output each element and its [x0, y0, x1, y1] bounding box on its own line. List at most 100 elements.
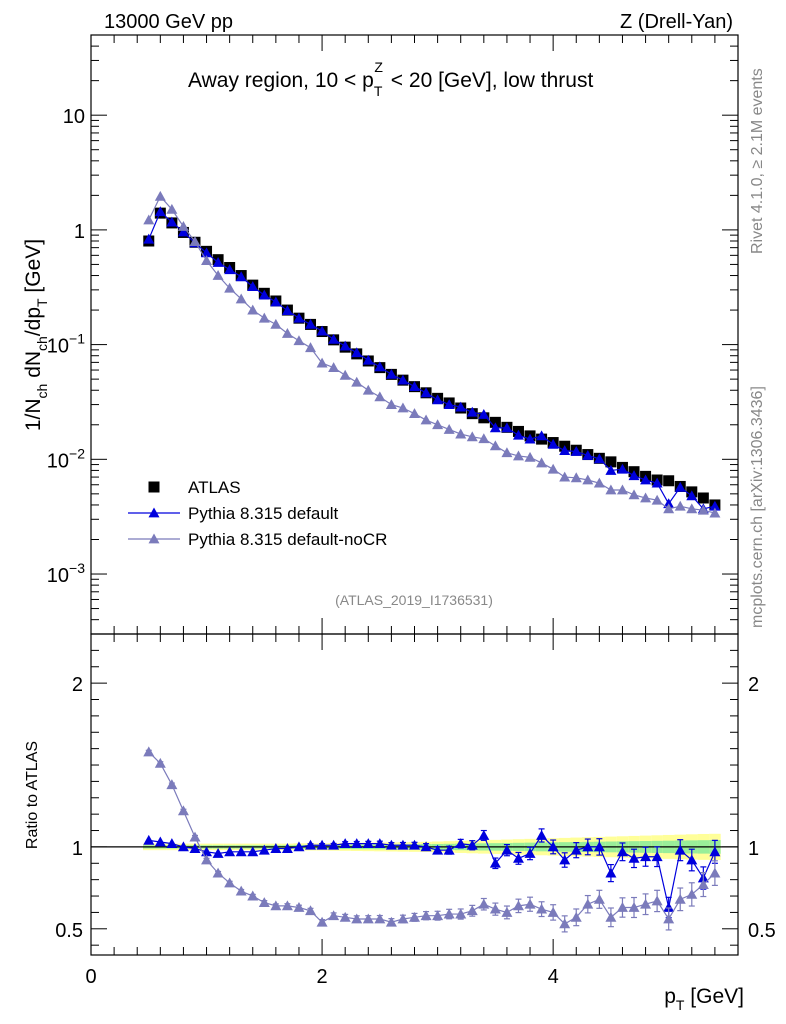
data-point-triangle [397, 374, 409, 385]
ylabel-sub1: ch [34, 384, 50, 399]
ratio-point-triangle [166, 838, 178, 849]
ratio-axes: 0.5 0.5 1 1 2 2 0 2 4 [55, 634, 776, 988]
data-point-triangle [281, 327, 293, 338]
ratio-point-triangle [628, 852, 640, 863]
ratio-point-triangle [536, 903, 548, 914]
ratio-point-triangle [339, 838, 351, 849]
ratio-point-triangle [397, 839, 409, 850]
ratio-point-triangle [362, 838, 374, 849]
ratio-point-triangle [501, 844, 513, 855]
data-point-triangle [224, 282, 236, 293]
data-point-triangle [663, 498, 675, 509]
series-0 [143, 207, 721, 511]
ratio-point-triangle [351, 838, 363, 849]
main-ytick-label: 1 [74, 221, 85, 243]
data-point-triangle [143, 214, 155, 225]
ratio-point-triangle [640, 898, 652, 909]
data-point-triangle [582, 474, 594, 485]
ylabel-1: 1/N [22, 398, 45, 431]
main-ytick-label: 10−1 [47, 331, 85, 358]
ratio-point-triangle [547, 906, 559, 917]
ratio-point-triangle [154, 757, 166, 768]
xtick-label: 2 [317, 966, 328, 988]
ratio-point-triangle [385, 916, 397, 927]
ratio-point-triangle [593, 841, 605, 852]
ratio-point-triangle [281, 843, 293, 853]
ratio-point-triangle [189, 831, 201, 842]
ratio-series-0 [143, 828, 721, 919]
data-point-triangle [235, 293, 247, 304]
ratio-point-triangle [582, 898, 594, 909]
ratio-point-triangle [709, 867, 721, 878]
ratio-point-triangle [143, 834, 155, 845]
main-plot-title: Away region, 10 < pTZ < 20 [GeV], low th… [188, 59, 593, 99]
ratio-point-triangle [524, 898, 536, 909]
data-point-triangle [328, 333, 340, 344]
series-line [148, 195, 716, 514]
data-point-triangle [293, 335, 305, 346]
ratio-point-triangle [709, 846, 721, 857]
ratio-point-triangle [305, 839, 317, 850]
ratio-point-triangle [478, 898, 490, 909]
data-point-triangle [258, 312, 270, 323]
ratio-point-triangle [409, 911, 420, 922]
data-point-triangle [409, 381, 420, 392]
ratio-point-triangle [489, 857, 501, 868]
ratio-point-triangle [616, 902, 628, 912]
data-point-triangle [409, 408, 420, 419]
data-point-square [489, 416, 501, 428]
ytick-base: 10 [47, 565, 69, 587]
data-point-triangle [709, 507, 721, 518]
data-point-triangle [466, 431, 478, 442]
data-point-triangle [143, 233, 155, 244]
ytick-exponent: −1 [69, 331, 85, 347]
ytick-exponent: −3 [69, 560, 85, 576]
ytick-base: 10 [47, 336, 69, 358]
ratio-point-triangle [593, 893, 605, 904]
xtick-label: 4 [548, 966, 559, 988]
ratio-point-triangle [663, 902, 675, 912]
ratio-point-triangle [374, 838, 386, 849]
data-point-triangle [616, 463, 628, 474]
rivet-version-label: Rivet 4.1.0, ≥ 2.1M events [749, 68, 766, 254]
ratio-point-triangle [605, 911, 617, 922]
ratio-point-triangle [420, 910, 432, 921]
data-point-triangle [501, 447, 513, 458]
ratio-point-triangle [524, 847, 536, 858]
data-point-triangle [489, 440, 501, 451]
ratio-ytick-label-right: 0.5 [748, 920, 776, 942]
data-point-triangle [177, 221, 189, 231]
ratio-point-triangle [489, 903, 501, 914]
data-point-triangle [189, 236, 201, 247]
data-point-triangle [536, 457, 548, 468]
ratio-point-triangle [663, 913, 675, 924]
data-point-triangle [154, 190, 166, 201]
data-point-triangle [247, 304, 259, 315]
data-point-triangle [709, 500, 721, 511]
legend-label: Pythia 8.315 default [188, 504, 339, 523]
ratio-point-triangle [674, 893, 686, 904]
ratio-point-triangle [293, 902, 305, 912]
data-point-triangle [270, 296, 282, 307]
ylabel-sub3: T [34, 298, 50, 307]
legend-label: ATLAS [188, 478, 241, 497]
data-point-triangle [224, 264, 236, 275]
ratio-ytick-label: 1 [72, 838, 83, 860]
data-point-triangle [362, 384, 374, 395]
data-point-triangle [420, 387, 432, 398]
data-point-triangle [663, 503, 675, 514]
title-part-2: < 20 [GeV], low thrust [385, 69, 594, 92]
data-point-triangle [559, 445, 571, 456]
ratio-point-triangle [640, 851, 652, 862]
ratio-point-triangle [570, 911, 582, 922]
data-point-triangle [247, 281, 259, 292]
ylabel-4: [GeV] [22, 239, 45, 299]
data-point-triangle [674, 500, 686, 511]
data-point-triangle [559, 471, 571, 482]
data-point-triangle [524, 433, 536, 444]
main-ytick-label: 10−2 [47, 445, 85, 472]
data-point-triangle [651, 494, 663, 505]
ratio-point-triangle [154, 836, 166, 847]
ytick-base: 1 [74, 221, 85, 243]
